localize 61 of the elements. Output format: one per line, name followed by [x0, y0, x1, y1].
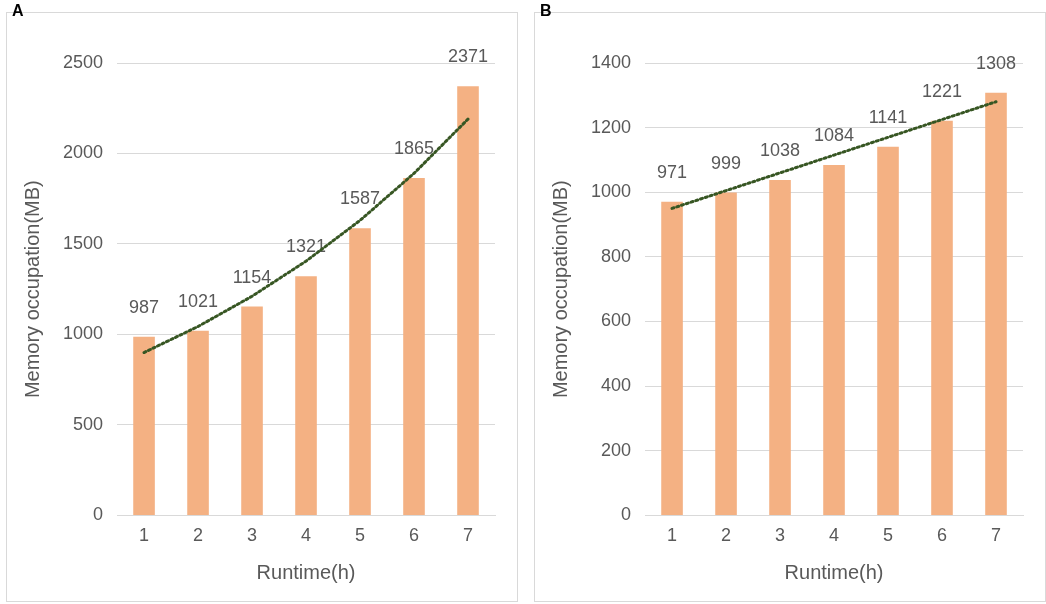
data-label: 1587: [339, 188, 381, 209]
data-label: 1141: [868, 106, 908, 127]
y-tick-label: 1400: [591, 51, 632, 72]
x-axis-title: Runtime(h): [784, 560, 884, 583]
x-tick-label: 3: [247, 525, 258, 546]
data-label: 1038: [760, 139, 801, 160]
data-label: 1308: [975, 52, 1017, 73]
y-tick-label: 1200: [591, 116, 632, 137]
x-tick-label: 6: [409, 525, 420, 546]
y-tick-label: 0: [93, 504, 104, 525]
y-tick-label: 1000: [591, 181, 632, 202]
x-tick-label: 5: [883, 525, 894, 546]
x-tick-label: 7: [991, 525, 1002, 546]
bar: [931, 120, 953, 515]
y-tick-label: 200: [601, 439, 632, 460]
y-tick-label: 600: [601, 310, 632, 331]
x-tick-label: 4: [301, 525, 312, 546]
y-tick-label: 1000: [63, 323, 104, 344]
bar: [187, 330, 209, 515]
bar: [769, 179, 791, 515]
y-tick-label: 2500: [63, 51, 104, 72]
y-tick-label: 1500: [63, 232, 104, 253]
x-tick-label: 1: [667, 525, 678, 546]
chart-title: A: [12, 2, 24, 20]
bar: [715, 192, 737, 515]
data-label: 1865: [393, 137, 435, 158]
data-label: 2371: [447, 46, 489, 67]
data-label: 1154: [232, 266, 272, 287]
chart-title: B: [540, 2, 552, 20]
x-tick-label: 6: [937, 525, 948, 546]
bar: [661, 201, 683, 515]
bar: [403, 177, 425, 515]
bar: [457, 86, 479, 515]
bar: [295, 276, 317, 515]
x-tick-label: 2: [193, 525, 204, 546]
y-axis-title: Memory occupation(MB): [20, 180, 43, 399]
bar: [985, 92, 1007, 515]
y-tick-label: 500: [73, 413, 104, 434]
bar: [877, 146, 899, 515]
x-tick-label: 1: [139, 525, 150, 546]
x-tick-label: 7: [463, 525, 474, 546]
y-tick-label: 800: [601, 245, 632, 266]
y-tick-label: 2000: [63, 142, 104, 163]
bar: [349, 228, 371, 515]
x-tick-label: 3: [775, 525, 786, 546]
y-axis-title: Memory occupation(MB): [548, 180, 571, 399]
data-label: 971: [657, 161, 688, 182]
y-tick-label: 400: [601, 375, 632, 396]
x-tick-label: 5: [355, 525, 366, 546]
data-label: 1021: [178, 290, 219, 311]
bar: [823, 165, 845, 515]
y-tick-label: 0: [621, 504, 632, 525]
bar: [133, 336, 155, 515]
data-label: 987: [129, 296, 160, 317]
data-label: 999: [711, 152, 742, 173]
bar: [241, 306, 263, 515]
data-label: 1221: [921, 80, 963, 101]
x-tick-label: 2: [721, 525, 732, 546]
x-axis-title: Runtime(h): [256, 560, 356, 583]
x-tick-label: 4: [829, 525, 840, 546]
data-label: 1084: [814, 125, 855, 146]
